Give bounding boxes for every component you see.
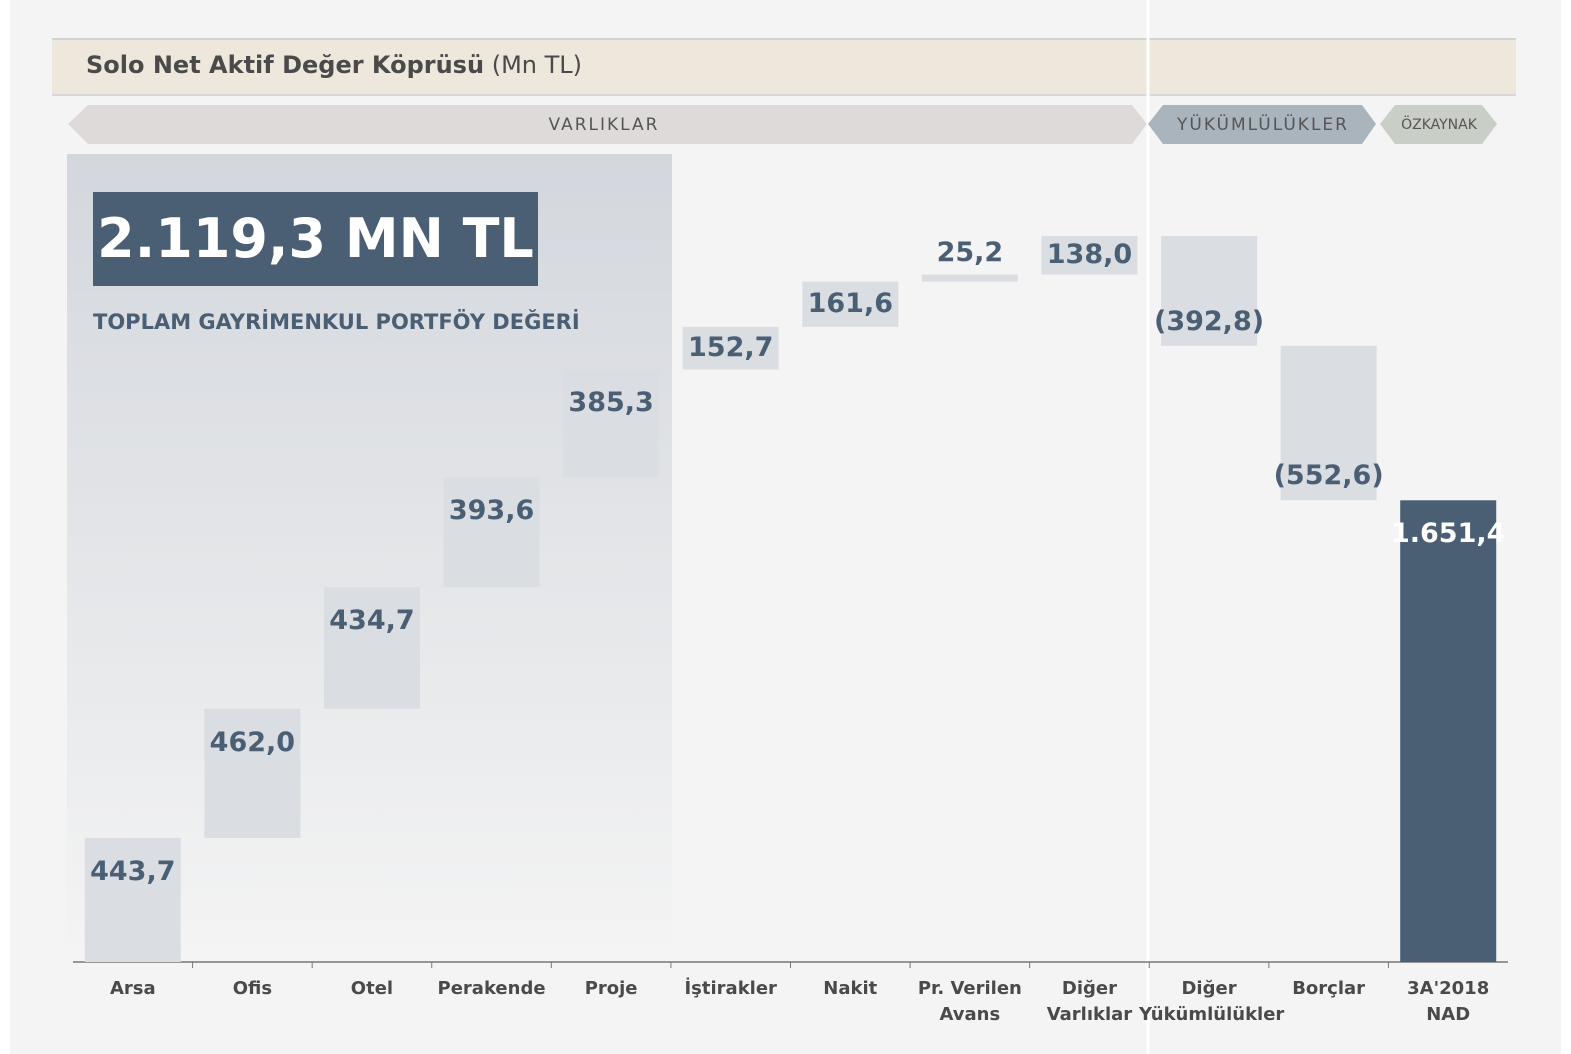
x-tick-label: Nakit bbox=[823, 978, 878, 999]
value-label: (392,8) bbox=[1153, 305, 1265, 337]
x-tick-label: İştirakler bbox=[684, 978, 777, 999]
value-label: 434,7 bbox=[329, 605, 415, 637]
title-unit: (Mn TL) bbox=[491, 51, 583, 79]
bar bbox=[1400, 500, 1497, 962]
x-tick-label: Diğer Yükümlülükler bbox=[1139, 978, 1285, 1025]
bar bbox=[1280, 345, 1377, 501]
value-label: 393,6 bbox=[448, 495, 535, 527]
value-label: 385,3 bbox=[568, 387, 654, 419]
x-tick-label: Borçlar bbox=[1292, 978, 1366, 999]
x-tick-label: 3A'2018 NAD bbox=[1407, 978, 1490, 1025]
value-label: (552,6) bbox=[1273, 460, 1384, 492]
bar bbox=[204, 708, 301, 838]
x-tick-label: Perakende bbox=[437, 978, 546, 999]
page: Solo Net Aktif Değer Köprüsü (Mn TL) VAR… bbox=[10, 0, 1561, 1054]
bar bbox=[802, 281, 899, 327]
section-arrow bbox=[1380, 105, 1497, 144]
x-tick-label: Ofis bbox=[232, 978, 273, 999]
bar bbox=[443, 477, 540, 588]
x-tick-label: Arsa bbox=[109, 978, 156, 999]
section-label: YÜKÜMLÜLÜKLER bbox=[1176, 113, 1349, 135]
value-label: 443,7 bbox=[90, 855, 176, 887]
highlight-box: 2.119,3 MN TL bbox=[93, 192, 538, 286]
bar bbox=[682, 326, 779, 370]
section-arrow bbox=[68, 105, 1147, 144]
bar bbox=[1161, 235, 1258, 346]
bar bbox=[563, 369, 660, 478]
section-label: ÖZKAYNAK bbox=[1401, 115, 1478, 133]
value-label: 138,0 bbox=[1046, 239, 1133, 271]
value-label: 462,0 bbox=[209, 726, 296, 758]
value-label: 25,2 bbox=[936, 236, 1004, 268]
value-label: 152,7 bbox=[688, 332, 774, 364]
x-tick-label: Pr. Verilen Avans bbox=[917, 978, 1022, 1025]
bar bbox=[921, 274, 1018, 282]
x-tick-label: Diğer Varlıklar bbox=[1046, 978, 1133, 1025]
chart: VARLIKLAR YÜKÜMLÜLÜKLER ÖZKAYNAK bbox=[67, 0, 1508, 1054]
bar bbox=[84, 837, 181, 962]
section-label: VARLIKLAR bbox=[549, 115, 660, 135]
bar bbox=[1041, 235, 1138, 275]
x-tick-label: Otel bbox=[350, 978, 394, 999]
value-label: 1.651,4 bbox=[1390, 518, 1506, 550]
title-main: Solo Net Aktif Değer Köprüsü bbox=[86, 51, 485, 79]
title: Solo Net Aktif Değer Köprüsü (Mn TL) bbox=[86, 51, 582, 79]
bar bbox=[323, 587, 420, 709]
highlight-caption: TOPLAM GAYRİMENKUL PORTFÖY DEĞERİ bbox=[93, 310, 580, 334]
title-bar bbox=[52, 38, 1516, 96]
x-tick-label: Proje bbox=[584, 978, 638, 999]
value-label: 161,6 bbox=[807, 288, 893, 320]
section-arrow bbox=[1148, 105, 1376, 144]
portfolio-shade bbox=[67, 154, 672, 962]
